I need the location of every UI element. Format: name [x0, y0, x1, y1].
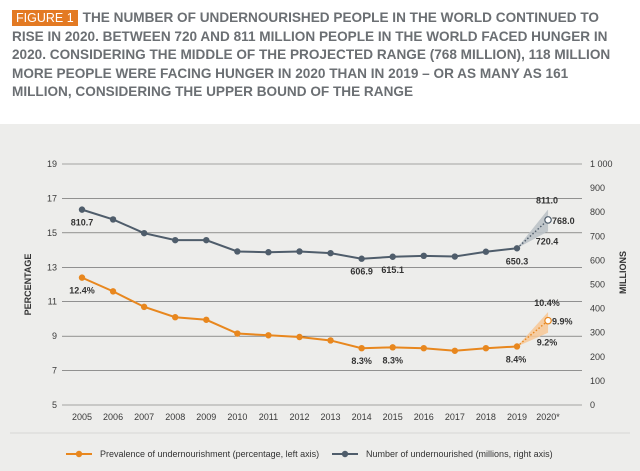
data-point: [482, 344, 490, 352]
figure-title-text: THE NUMBER OF UNDERNOURISHED PEOPLE IN T…: [12, 10, 611, 100]
right-tick-label: 800: [590, 207, 605, 217]
projection-line: [516, 219, 549, 249]
right-tick-label: 500: [590, 280, 605, 290]
projection-label-mid: 768.0: [552, 216, 575, 226]
figure-header: FIGURE 1 THE NUMBER OF UNDERNOURISHED PEO…: [0, 0, 640, 118]
data-point: [203, 316, 210, 323]
x-tick-label: 2014: [352, 412, 372, 422]
data-point: [327, 337, 334, 344]
left-tick-label: 9: [52, 331, 57, 341]
x-tick-label: 2013: [321, 412, 341, 422]
right-tick-label: 100: [590, 376, 605, 386]
x-tick-label: 2007: [134, 412, 154, 422]
projection-label-low: 720.4: [536, 236, 559, 246]
left-tick-label: 5: [52, 400, 57, 410]
data-point: [513, 343, 521, 350]
data-label: 8.3%: [351, 356, 372, 366]
legend-undernourished-label: Number of undernourished (millions, righ…: [366, 449, 553, 459]
projection-point: [544, 316, 552, 325]
left-tick-label: 7: [52, 366, 57, 376]
figure-title: FIGURE 1 THE NUMBER OF UNDERNOURISHED PEO…: [12, 9, 622, 102]
right-tick-label: 200: [590, 352, 605, 362]
data-point: [78, 274, 86, 281]
left-tick-label: 19: [47, 159, 57, 169]
data-point: [420, 252, 427, 260]
data-point: [265, 332, 272, 339]
left-tick-label: 17: [47, 193, 57, 203]
data-point: [296, 333, 303, 341]
data-point: [109, 288, 117, 295]
right-tick-label: 900: [590, 183, 605, 193]
data-label: 8.4%: [506, 354, 527, 364]
right-tick-label: 700: [590, 231, 605, 241]
projection-point: [544, 216, 552, 224]
x-tick-label: 2005: [72, 412, 92, 422]
right-axis-title: MILLIONS: [618, 251, 628, 294]
projection-band: [516, 209, 549, 249]
projection-label-mid: 9.9%: [552, 317, 573, 327]
chart-area: [0, 124, 640, 471]
data-label: 650.3: [506, 256, 529, 266]
right-tick-label: 600: [590, 255, 605, 265]
figure-badge: FIGURE 1: [12, 10, 78, 26]
right-tick-label: 400: [590, 304, 605, 314]
data-point: [327, 249, 334, 257]
x-tick-label: 2012: [289, 412, 309, 422]
data-point: [172, 314, 179, 321]
data-point: [451, 253, 459, 260]
data-point: [482, 248, 490, 255]
data-point: [513, 245, 521, 252]
x-tick-label: 2008: [165, 412, 185, 422]
x-tick-label: 2010: [227, 412, 247, 422]
x-tick-label: 2019: [507, 412, 527, 422]
projection-band: [516, 312, 549, 347]
left-axis-title: PERCENTAGE: [23, 254, 33, 316]
x-tick-label: 2018: [476, 412, 496, 422]
projection-label-low: 9.2%: [537, 338, 558, 348]
x-tick-label: 2016: [414, 412, 434, 422]
left-tick-label: 11: [48, 297, 57, 307]
data-label: 606.9: [350, 267, 373, 277]
data-point: [140, 229, 148, 237]
data-point: [140, 303, 148, 311]
x-tick-label: 2009: [196, 412, 216, 422]
x-tick-label: 2006: [103, 412, 123, 422]
x-tick-label: 2020*: [536, 412, 560, 422]
data-label: 12.4%: [69, 286, 95, 296]
x-tick-label: 2017: [445, 412, 465, 422]
legend-swatch-undernourished-dot: [341, 450, 349, 458]
data-point: [296, 248, 303, 255]
data-point: [265, 249, 272, 256]
x-tick-label: 2011: [259, 412, 278, 422]
data-point: [389, 344, 396, 351]
data-point: [451, 347, 459, 354]
legend-swatch-prevalence-dot: [75, 450, 83, 458]
data-label: 615.1: [381, 265, 404, 275]
data-point: [234, 330, 241, 337]
data-point: [389, 253, 396, 260]
right-tick-label: 300: [590, 328, 605, 338]
left-tick-label: 15: [47, 228, 57, 238]
data-label: 8.3%: [382, 355, 403, 365]
data-point: [203, 236, 210, 244]
left-tick-label: 13: [47, 262, 57, 272]
legend-prevalence-label: Prevalence of undernourishment (percenta…: [100, 449, 319, 459]
projection-label-high: 811.0: [536, 196, 558, 206]
right-tick-label: 0: [590, 400, 595, 410]
data-point: [172, 236, 179, 244]
data-point: [234, 248, 241, 255]
projection-label-high: 10.4%: [534, 298, 560, 308]
right-tick-label: 1 000: [590, 159, 613, 169]
data-label: 810.7: [71, 218, 94, 228]
data-point: [78, 206, 86, 213]
data-point: [358, 255, 365, 262]
data-point: [358, 344, 365, 352]
data-point: [420, 344, 427, 352]
data-point: [109, 216, 117, 223]
x-tick-label: 2015: [383, 412, 403, 422]
